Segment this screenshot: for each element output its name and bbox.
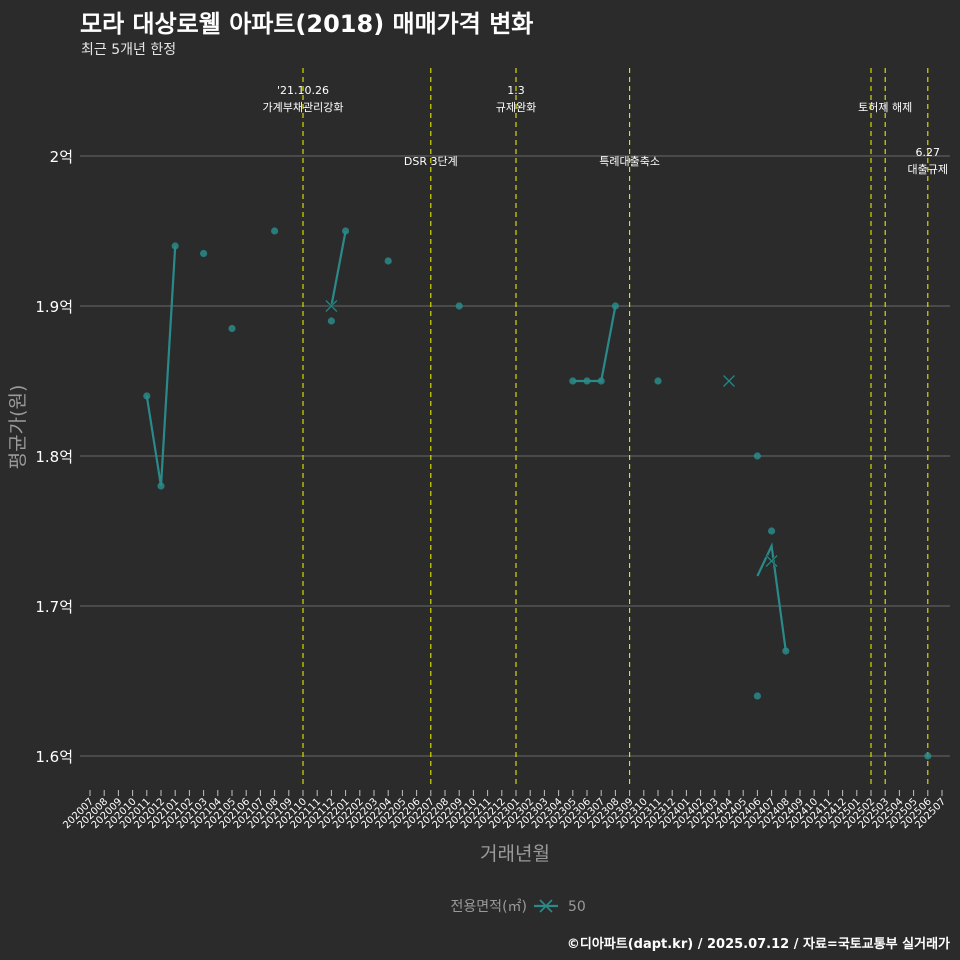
y-tick-label: 1.8억 — [35, 448, 73, 466]
event-date-label: '21.10.26 — [277, 84, 329, 97]
data-point — [143, 392, 151, 400]
legend-cross-icon — [539, 899, 553, 913]
data-point — [342, 227, 350, 235]
data-point — [271, 227, 279, 235]
event-policy-label: 특례대출축소 — [599, 155, 660, 168]
data-point — [455, 302, 463, 310]
chart-subtitle: 최근 5개년 한정 — [81, 42, 177, 58]
chart-title: 모라 대상로웰 아파트(2018) 매매가격 변화 — [80, 10, 534, 38]
cross-marker-overlay — [325, 300, 338, 312]
data-point — [569, 377, 577, 385]
data-point — [924, 752, 932, 760]
source-caption: ©디아파트(dapt.kr) / 2025.07.12 / 자료=국토교통부 실… — [566, 937, 950, 952]
series-line — [145, 245, 177, 487]
cross-marker-overlay — [765, 555, 778, 567]
event-policy-label: 가계부채관리강화 — [263, 101, 344, 114]
data-point — [782, 647, 790, 655]
event-date-label: 6.27 — [916, 146, 941, 159]
y-tick-label: 2억 — [50, 148, 73, 166]
data-point — [200, 249, 208, 258]
y-axis-title: 평균가(원) — [7, 385, 29, 470]
data-point — [327, 317, 335, 325]
event-policy-label: 대출규제 — [908, 163, 948, 176]
series-line — [330, 230, 347, 307]
y-tick-label: 1.7억 — [35, 598, 73, 616]
event-policy-label: 규제완화 — [496, 101, 536, 114]
data-point — [157, 482, 165, 490]
data-point — [384, 257, 392, 265]
data-point — [768, 527, 776, 535]
cross-marker-overlay — [723, 375, 735, 387]
data-point — [611, 302, 620, 310]
legend-title: 전용면적(㎡) — [451, 899, 527, 915]
data-point — [597, 377, 605, 385]
series-line — [756, 542, 787, 652]
y-tick-label: 1.9억 — [35, 298, 73, 316]
data-point — [654, 377, 662, 385]
event-policy-label: DSR 3단계 — [404, 155, 458, 168]
data-point — [171, 242, 179, 250]
data-point — [753, 692, 762, 700]
y-tick-label: 1.6억 — [35, 748, 73, 766]
data-point — [753, 452, 762, 460]
x-axis-title: 거래년월 — [480, 843, 550, 865]
data-point — [228, 324, 236, 333]
event-policy-label: 토허제 해제 — [858, 100, 912, 114]
legend-label: 50 — [568, 899, 586, 915]
series-line — [572, 305, 617, 383]
data-point — [583, 377, 591, 385]
event-date-label: 1.3 — [507, 84, 525, 97]
